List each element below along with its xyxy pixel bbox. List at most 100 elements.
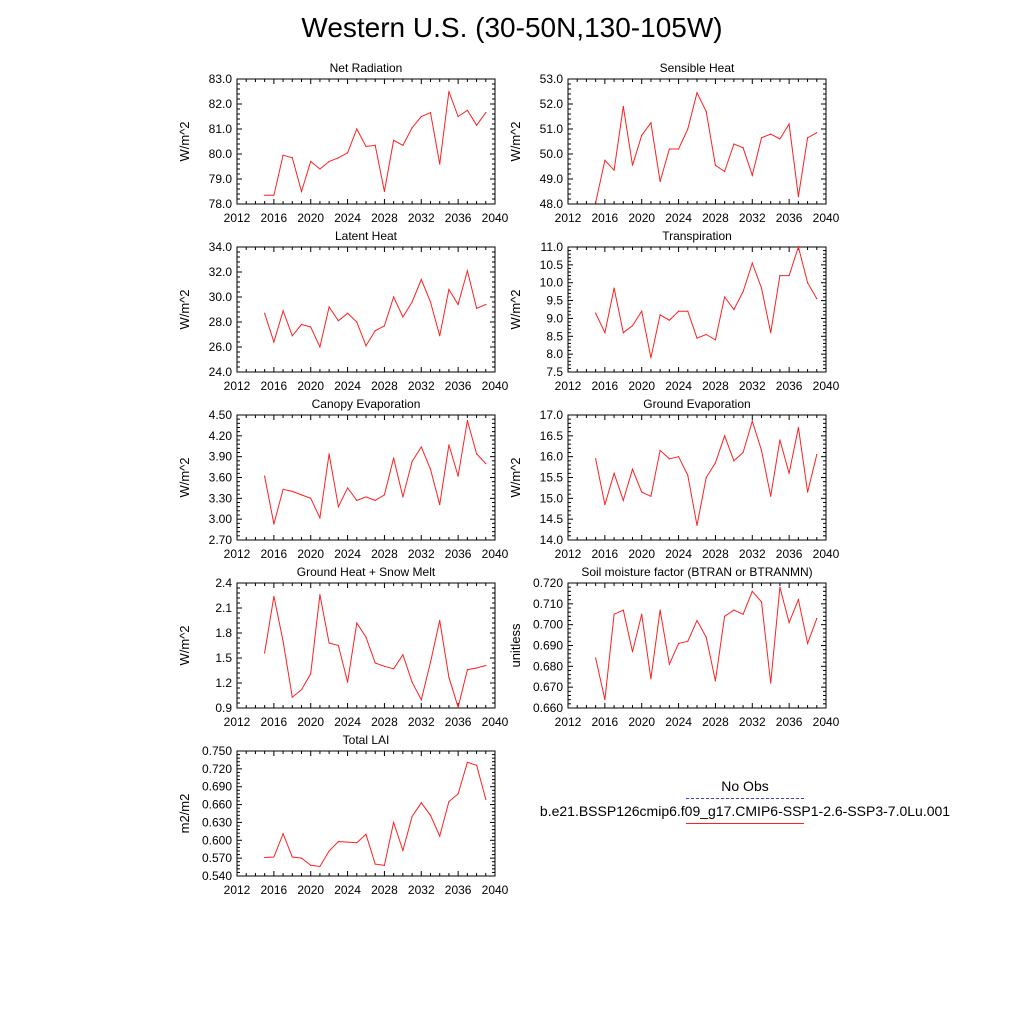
panel-4: Canopy Evaporation W/m^2 2012 2016 2020 2024 2… <box>177 397 509 561</box>
data-point <box>806 491 809 493</box>
data-point <box>300 190 303 193</box>
data-point <box>420 446 422 448</box>
y-tick-label: 8.0 <box>546 347 563 361</box>
x-tick-label: 2016 <box>261 547 288 561</box>
data-point <box>760 449 763 452</box>
series-line <box>595 245 818 358</box>
series-line <box>595 587 818 700</box>
y-tick-label: 0.700 <box>533 618 563 632</box>
data-point <box>365 636 367 638</box>
data-point <box>264 312 266 314</box>
x-tick-label: 2024 <box>334 211 361 225</box>
x-tick-label: 2020 <box>628 211 655 225</box>
data-point <box>448 90 450 93</box>
data-point <box>374 662 376 664</box>
x-tick-label: 2032 <box>739 379 766 393</box>
data-point <box>677 148 680 150</box>
x-tick-label: 2020 <box>628 379 655 393</box>
data-point <box>485 664 487 667</box>
plot-frame <box>236 414 496 541</box>
data-point <box>439 835 441 837</box>
data-point <box>696 619 698 622</box>
x-tick-label: 2036 <box>445 379 472 393</box>
x-tick-label: 2040 <box>813 211 840 225</box>
x-tick-label: 2024 <box>334 883 361 897</box>
x-tick-label: 2012 <box>224 547 251 561</box>
data-point <box>806 282 809 284</box>
data-point <box>770 682 772 684</box>
data-point <box>650 678 652 680</box>
x-tick-label: 2036 <box>776 211 803 225</box>
data-point <box>300 689 303 691</box>
y-axis-label: m2/m2 <box>177 794 192 834</box>
x-tick-label: 2036 <box>776 715 803 729</box>
data-point <box>687 310 689 312</box>
y-axis-label: unitless <box>508 623 523 668</box>
data-point <box>439 503 441 506</box>
data-point <box>291 157 293 159</box>
y-axis-label: W/m^2 <box>508 121 523 161</box>
series-line <box>264 420 487 525</box>
data-point <box>411 460 413 463</box>
x-tick-label: 2012 <box>555 211 582 225</box>
data-point <box>770 495 772 497</box>
data-point <box>641 613 643 615</box>
y-tick-label: 1.5 <box>215 651 232 665</box>
x-tick-label: 2012 <box>555 547 582 561</box>
data-point <box>668 319 670 321</box>
x-tick-label: 2040 <box>482 379 509 393</box>
x-tick-label: 2032 <box>408 547 435 561</box>
data-point <box>668 663 670 665</box>
data-point <box>705 476 707 479</box>
data-point <box>337 644 339 647</box>
data-point <box>402 849 404 852</box>
data-point <box>411 681 413 683</box>
y-tick-label: 10.5 <box>540 258 564 272</box>
x-tick-label: 2032 <box>739 211 766 225</box>
data-point <box>475 453 478 455</box>
data-point <box>300 323 303 326</box>
data-point <box>733 143 735 145</box>
legend-model-swatch <box>686 823 804 824</box>
series-line <box>595 419 818 526</box>
data-point <box>788 274 790 277</box>
data-point <box>282 310 284 312</box>
data-point <box>613 169 615 171</box>
y-tick-label: 0.710 <box>533 597 563 611</box>
data-point <box>319 594 321 596</box>
data-point <box>622 499 624 502</box>
y-tick-label: 0.660 <box>533 701 563 715</box>
data-point <box>273 595 275 597</box>
data-point <box>310 160 312 163</box>
data-point <box>282 154 284 156</box>
data-point <box>677 310 680 312</box>
y-tick-label: 0.660 <box>202 798 232 812</box>
data-point <box>328 306 330 308</box>
y-axis-label: W/m^2 <box>177 625 192 665</box>
x-tick-label: 2020 <box>297 715 324 729</box>
y-tick-label: 51.0 <box>540 122 564 136</box>
data-point <box>356 321 358 323</box>
data-point <box>659 314 661 316</box>
x-tick-label: 2036 <box>776 379 803 393</box>
y-tick-label: 82.0 <box>209 97 233 111</box>
data-point <box>383 864 386 866</box>
data-point <box>742 451 744 454</box>
x-tick-label: 2028 <box>702 379 729 393</box>
data-point <box>696 337 698 339</box>
y-tick-label: 53.0 <box>540 72 564 86</box>
y-tick-label: 0.690 <box>533 639 563 653</box>
x-tick-label: 2020 <box>628 715 655 729</box>
y-tick-label: 0.670 <box>533 680 563 694</box>
plot-frame <box>236 246 496 373</box>
y-tick-label: 15.5 <box>540 471 564 485</box>
data-point <box>466 109 468 111</box>
data-point <box>613 287 615 289</box>
data-point <box>365 145 367 148</box>
data-point <box>714 164 717 166</box>
y-tick-label: 81.0 <box>209 122 233 136</box>
data-point <box>457 115 459 118</box>
data-point <box>420 802 422 804</box>
data-point <box>668 148 670 150</box>
